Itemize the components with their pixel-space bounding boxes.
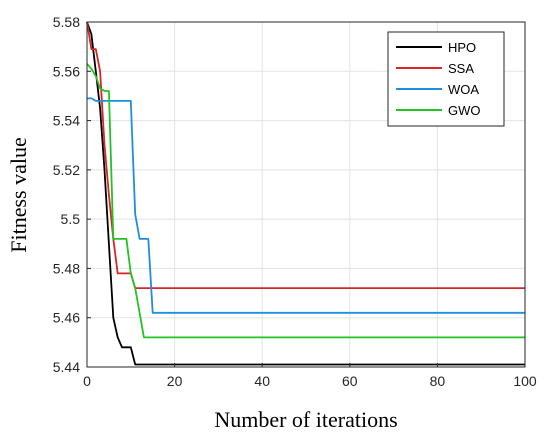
y-tick-label: 5.5 [61,211,81,227]
y-tick-label: 5.54 [53,113,80,129]
legend-label-ssa: SSA [448,61,474,76]
legend: HPO SSA WOA GWO [387,31,505,127]
x-tick-label: 60 [342,373,358,389]
x-tick-label: 0 [83,373,91,389]
y-tick-label: 5.44 [53,359,80,375]
y-tick-label: 5.52 [53,162,80,178]
x-tick-label: 100 [513,373,537,389]
y-axis-label: Fitness value [6,137,31,253]
x-tick-label: 40 [254,373,270,389]
series-layer [86,21,525,366]
legend-label-woa: WOA [448,82,479,97]
x-tick-label: 80 [430,373,446,389]
legend-label-gwo: GWO [448,103,481,118]
series-line-ssa [86,21,525,290]
y-tick-label: 5.48 [53,260,80,276]
x-axis-label: Number of iterations [214,407,397,432]
axis-ticks: 0 20 40 60 80 100 5.44 5.46 5.48 5.5 5.52 5.54 5.56 5… [53,14,537,389]
y-tick-label: 5.46 [53,310,80,326]
y-tick-label: 5.58 [53,14,80,30]
series-line-hpo [86,21,525,366]
series-line-gwo [86,63,525,339]
x-tick-label: 20 [167,373,183,389]
series-line-woa [87,97,525,314]
y-tick-label: 5.56 [53,63,80,79]
legend-label-hpo: HPO [448,40,476,55]
plot-frame [86,21,526,368]
